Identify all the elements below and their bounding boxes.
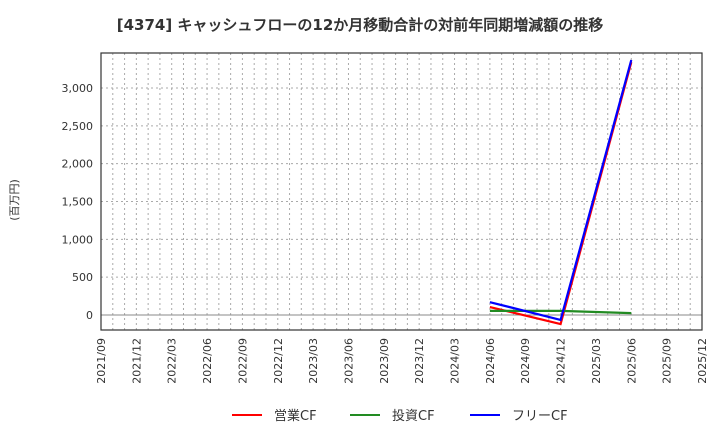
- chart-title: [4374] キャッシュフローの12か月移動合計の対前年同期増減額の推移: [116, 16, 604, 34]
- x-tick-label: 2021/09: [95, 338, 108, 384]
- series-lines: [489, 59, 633, 326]
- x-tick-label: 2022/09: [236, 338, 249, 384]
- x-tick-label: 2024/03: [449, 338, 462, 384]
- x-tick-label: 2024/12: [555, 338, 568, 384]
- legend-label: フリーCF: [512, 409, 568, 424]
- x-tick-label: 2023/09: [378, 338, 391, 384]
- y-tick-label: 1,000: [62, 233, 94, 246]
- y-tick-label: 2,500: [62, 120, 94, 133]
- legend-label: 投資CF: [392, 408, 435, 424]
- x-tick-label: 2024/09: [519, 338, 532, 384]
- y-tick-label: 2,000: [62, 158, 94, 171]
- x-axis: 2021/09 2021/12 2022/03 2022/06 2022/09 2022/…: [95, 338, 709, 384]
- plot-area-border: [100, 52, 703, 331]
- y-axis: 0 500 1,000 1,500 2,000 2,500 3,000: [62, 82, 94, 322]
- x-tick-label: 2022/03: [166, 338, 179, 384]
- legend: 営業CF 投資CF フリーCF: [232, 408, 568, 424]
- x-tick-label: 2025/06: [625, 338, 638, 384]
- x-tick-label: 2024/06: [484, 338, 497, 384]
- x-tick-label: 2023/12: [413, 338, 426, 384]
- x-tick-label: 2025/03: [590, 338, 603, 384]
- y-tick-label: 0: [86, 309, 93, 322]
- x-tick-label: 2023/06: [342, 338, 355, 384]
- legend-label: 営業CF: [274, 408, 317, 424]
- y-axis-label: (百万円): [8, 179, 21, 221]
- x-tick-label: 2022/12: [272, 338, 285, 384]
- y-tick-label: 1,500: [62, 196, 94, 209]
- series-line: [489, 309, 632, 315]
- x-tick-label: 2025/09: [661, 338, 674, 384]
- grid-lines: [101, 53, 702, 330]
- y-tick-label: 500: [72, 271, 93, 284]
- x-tick-label: 2021/12: [130, 338, 143, 384]
- x-tick-label: 2025/12: [696, 338, 709, 384]
- x-tick-label: 2023/03: [307, 338, 320, 384]
- series-line: [489, 59, 633, 322]
- x-tick-label: 2022/06: [201, 338, 214, 384]
- y-tick-label: 3,000: [62, 82, 94, 95]
